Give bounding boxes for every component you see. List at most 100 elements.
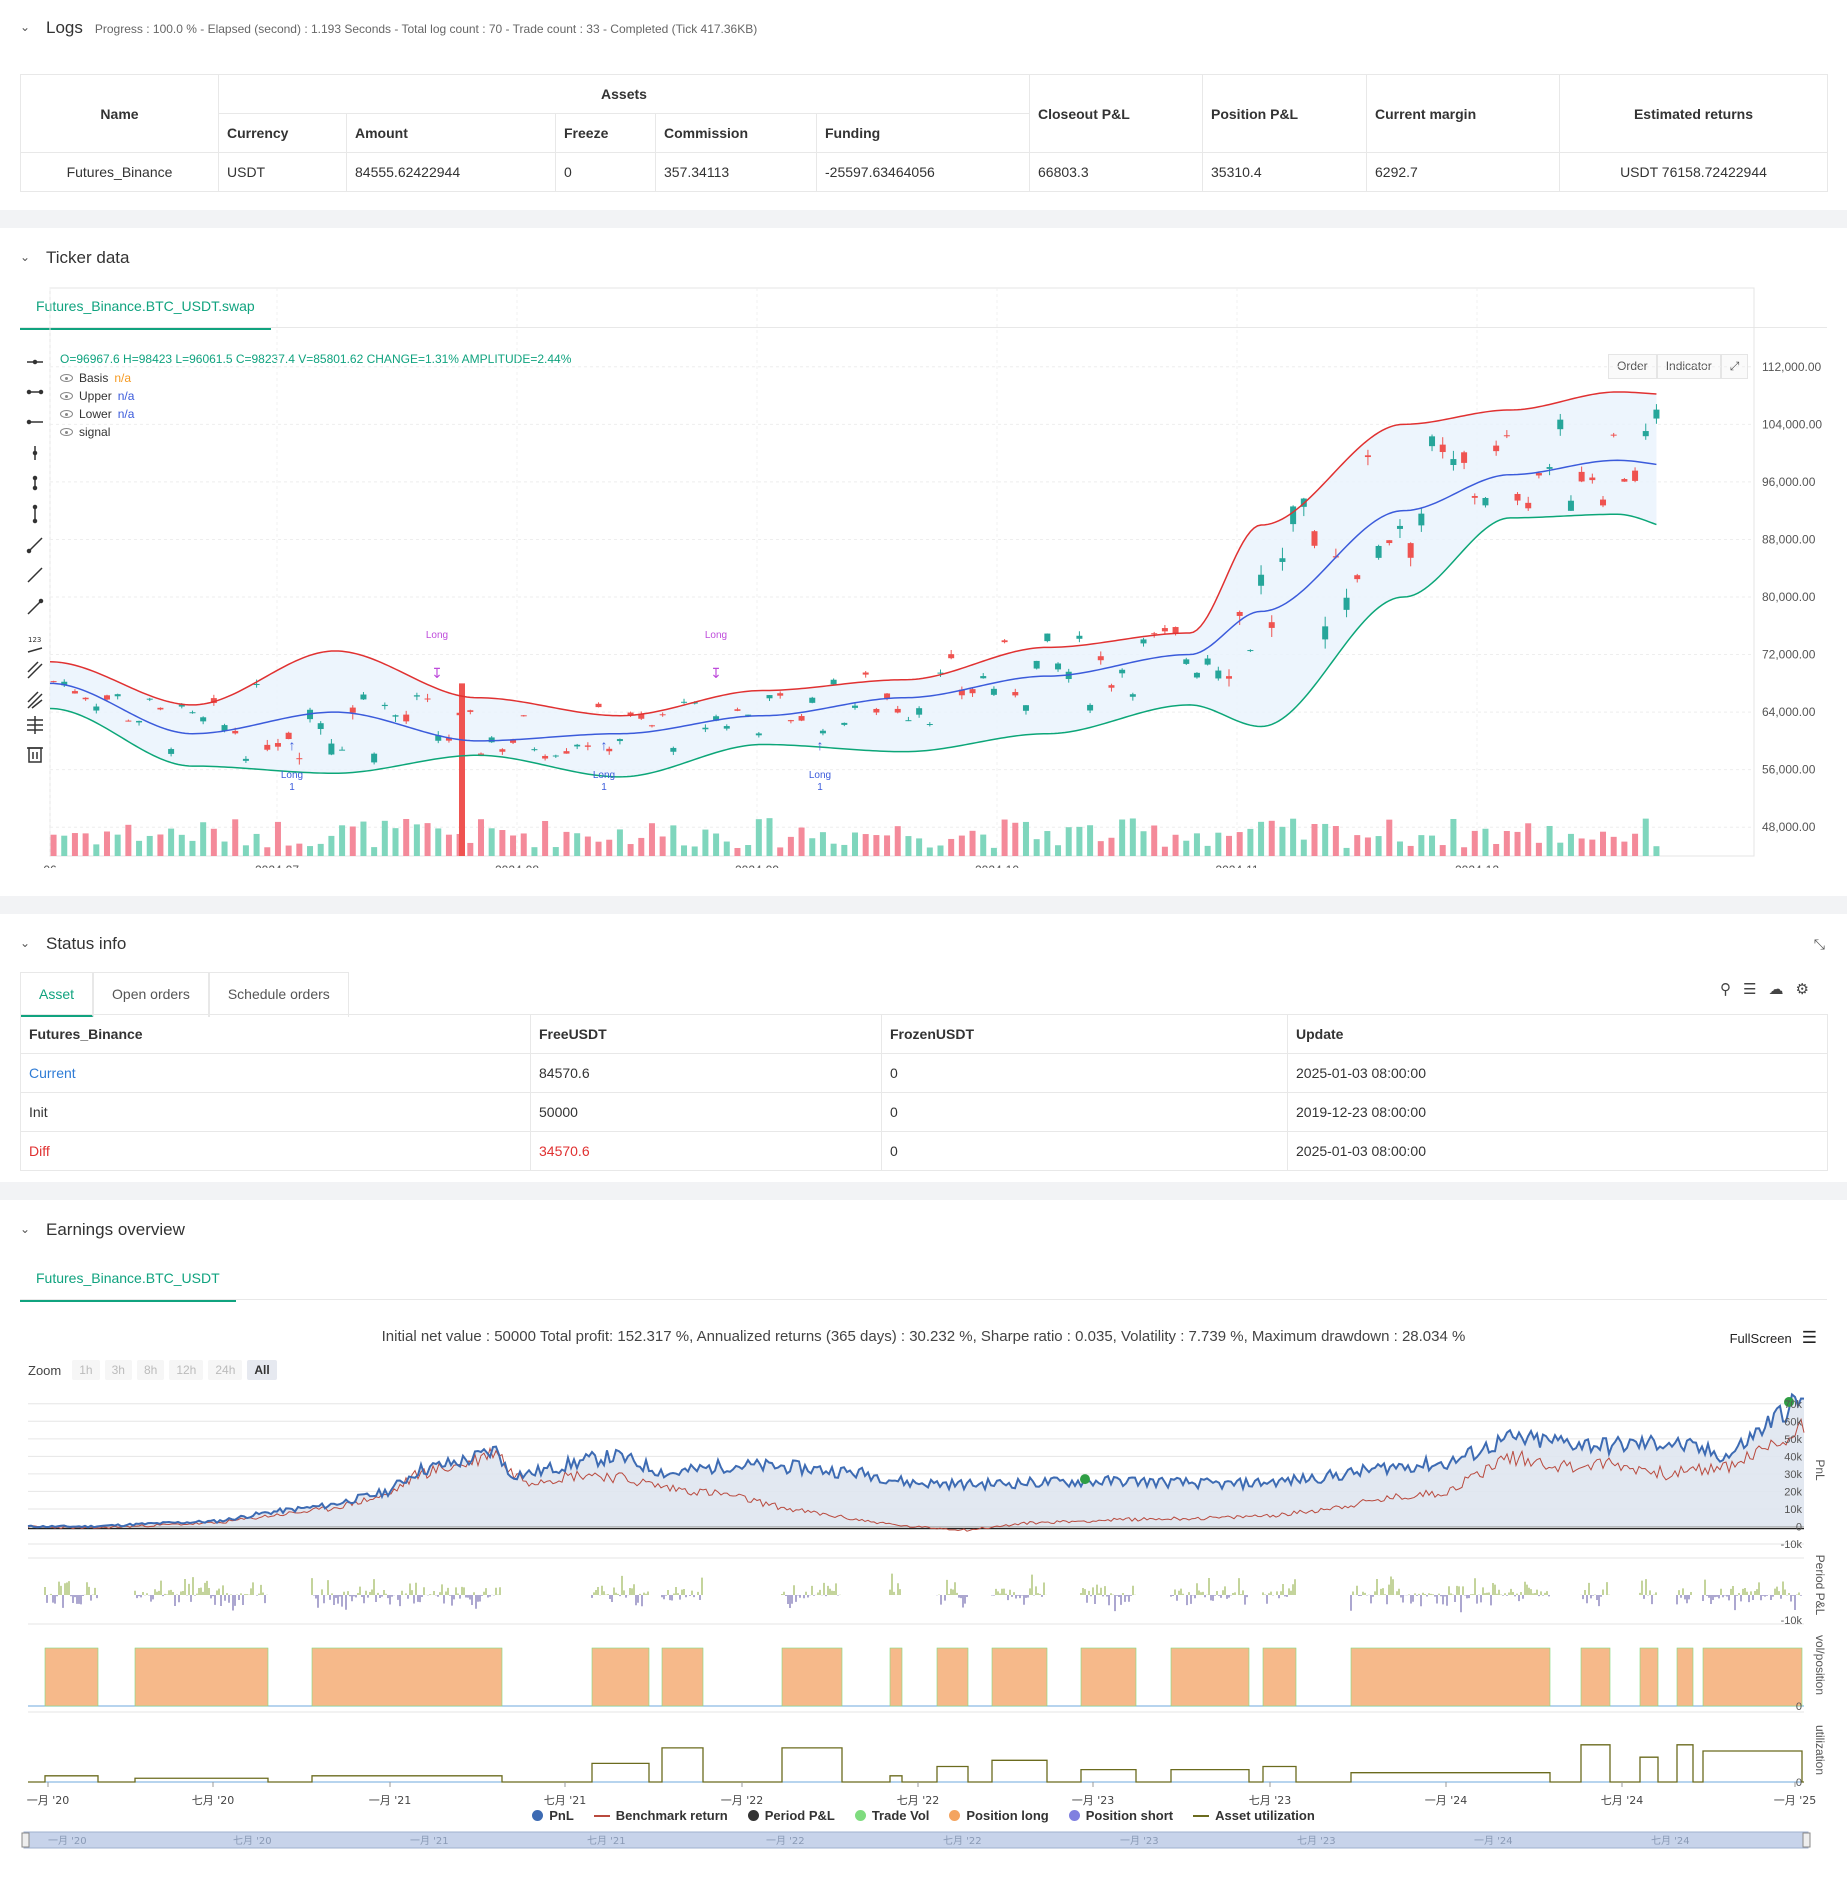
candle-body <box>136 720 143 723</box>
zoom-8h[interactable]: 8h <box>136 1360 165 1380</box>
chevron-down-icon[interactable]: ⌄ <box>20 250 31 264</box>
y-tick-label: 60k <box>1784 1416 1802 1428</box>
zoom-all[interactable]: All <box>247 1360 277 1380</box>
x-tick-label: 一月 '20 <box>27 1794 70 1807</box>
legend-item[interactable]: Position long <box>949 1808 1049 1823</box>
y-tick-label: 56,000.00 <box>1762 763 1816 777</box>
legend-line-icon <box>593 1814 610 1817</box>
legend-item[interactable]: Benchmark return <box>593 1808 728 1823</box>
volume-bar <box>926 847 933 856</box>
legend-label: Period P&L <box>764 1808 835 1823</box>
gear-icon[interactable]: ⚙ <box>1795 981 1809 998</box>
legend-signal[interactable]: signal <box>60 425 571 439</box>
volume-bar <box>103 831 110 856</box>
eye-icon[interactable] <box>60 374 73 382</box>
collapse-icon[interactable]: ⤡ <box>1813 936 1825 952</box>
candle-body <box>1471 495 1478 498</box>
legend-item[interactable]: Position short <box>1068 1808 1173 1823</box>
toolbar-icons[interactable]: 123 <box>24 352 46 792</box>
chevron-down-icon[interactable]: ⌄ <box>20 1222 31 1236</box>
legend-item[interactable]: Asset utilization <box>1193 1808 1315 1823</box>
zoom-1h[interactable]: 1h <box>72 1360 100 1380</box>
candle-body <box>1450 459 1457 465</box>
tab-schedule-orders[interactable]: Schedule orders <box>208 972 349 1017</box>
earnings-chart[interactable]: 70k 60k 50k 40k 30k 20k 10k 0 -10k -10k 0 0 PnL Perio… <box>0 1200 1847 1880</box>
volume-bar <box>1161 846 1168 856</box>
candle-body <box>371 753 378 763</box>
earnings-header[interactable]: ⌄ Earnings overview <box>20 1220 185 1240</box>
row-label-current[interactable]: Current <box>20 1053 531 1093</box>
volume-bar <box>1546 825 1553 856</box>
zoom-24h[interactable]: 24h <box>208 1360 243 1380</box>
candle-body <box>392 715 399 717</box>
earnings-summary: Initial net value : 50000 Total profit: … <box>381 1328 1466 1345</box>
candle-body <box>1493 445 1500 452</box>
y-tick-label: -10k <box>1781 1615 1803 1627</box>
tab-ticker-symbol[interactable]: Futures_Binance.BTC_USDT.swap <box>20 284 271 330</box>
fullscreen-button[interactable]: FullScreen ☰ <box>1730 1328 1817 1348</box>
legend-lower[interactable]: Lower n/a <box>60 407 571 421</box>
y-tick-label: 72,000.00 <box>1762 648 1816 662</box>
volume-bar <box>531 847 538 856</box>
volume-bar <box>168 828 175 856</box>
candle-body <box>1108 685 1115 688</box>
indicator-button[interactable]: Indicator <box>1656 354 1721 379</box>
legend-dot-icon <box>854 1810 866 1821</box>
legend-label: Upper <box>79 389 112 403</box>
volume-bar <box>510 835 517 856</box>
y-tick-label: 20k <box>1784 1486 1802 1498</box>
zoom-3h[interactable]: 3h <box>104 1360 132 1380</box>
volume-bar <box>830 843 837 856</box>
list-icon[interactable]: ☰ <box>1743 981 1757 998</box>
candle-body <box>1258 574 1265 586</box>
volume-bar <box>82 833 89 856</box>
candle-body <box>648 725 655 727</box>
candle-body <box>488 737 495 743</box>
volume-bar <box>136 840 143 856</box>
volume-bar <box>1033 839 1040 856</box>
tab-open-orders[interactable]: Open orders <box>93 972 209 1017</box>
cell: -25597.63464056 <box>816 152 1030 192</box>
logs-header[interactable]: ⌄ Logs Progress : 100.0 % - Elapsed (sec… <box>20 18 757 38</box>
candle-body <box>563 751 570 754</box>
ticker-header[interactable]: ⌄ Ticker data <box>20 248 129 268</box>
volume-bar <box>1514 831 1521 856</box>
cell: 0 <box>881 1092 1288 1132</box>
legend-basis[interactable]: Basis n/a <box>60 371 571 385</box>
tab-earnings-symbol[interactable]: Futures_Binance.BTC_USDT <box>20 1256 236 1302</box>
legend-item[interactable]: Period P&L <box>747 1808 835 1823</box>
cell: 2019-12-23 08:00:00 <box>1287 1092 1828 1132</box>
table-row: Init 50000 0 2019-12-23 08:00:00 <box>20 1092 1828 1132</box>
cloud-icon[interactable]: ☁ <box>1768 981 1784 998</box>
tab-asset[interactable]: Asset <box>20 972 94 1017</box>
legend-label: Lower <box>79 407 112 421</box>
candle-body <box>584 745 591 747</box>
volume-bar <box>1642 818 1649 856</box>
legend-upper[interactable]: Upper n/a <box>60 389 571 403</box>
status-header[interactable]: ⌄ Status info <box>20 934 126 954</box>
zoom-12h[interactable]: 12h <box>169 1360 204 1380</box>
legend-item[interactable]: PnL <box>532 1808 574 1823</box>
chart-legend: O=96967.6 H=98423 L=96061.5 C=98237.4 V=… <box>60 352 571 439</box>
candle-body <box>787 720 794 722</box>
candle-body <box>200 717 207 722</box>
eye-icon[interactable] <box>60 428 73 436</box>
volume-bar <box>1226 835 1233 856</box>
position-long-block <box>591 1647 650 1707</box>
earnings-title: Earnings overview <box>46 1220 185 1239</box>
cell: 50000 <box>530 1092 882 1132</box>
legend-item[interactable]: Trade Vol <box>854 1808 929 1823</box>
volume-bar <box>1343 847 1350 856</box>
menu-icon[interactable]: ☰ <box>1801 1328 1817 1347</box>
eye-icon[interactable] <box>60 410 73 418</box>
earnings-legend: PnL Benchmark return Period P&L Trade Vol Po… <box>0 1808 1847 1823</box>
search-icon[interactable]: ⚲ <box>1720 981 1731 998</box>
chevron-down-icon[interactable]: ⌄ <box>20 936 31 950</box>
eye-icon[interactable] <box>60 392 73 400</box>
volume-bar <box>584 836 591 856</box>
volume-bar <box>1183 840 1190 856</box>
volume-bar <box>232 819 239 856</box>
chevron-down-icon[interactable]: ⌄ <box>20 20 31 34</box>
candle-body <box>1653 409 1660 419</box>
